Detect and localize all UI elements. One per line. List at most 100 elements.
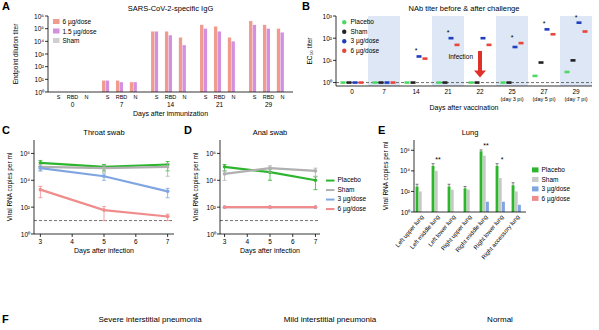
legend-swatch	[326, 199, 335, 201]
x-tick-label: Left upper lung	[394, 214, 424, 249]
x-tick	[247, 234, 248, 237]
x-tick	[167, 234, 168, 237]
point	[359, 81, 364, 84]
x-tick-label: N	[280, 94, 284, 100]
series-line	[225, 167, 316, 180]
y-tick	[411, 191, 414, 192]
bar	[249, 21, 252, 92]
panel-letter: E	[378, 124, 385, 136]
point	[223, 205, 227, 209]
y-tick	[333, 38, 336, 39]
error-bar	[223, 164, 227, 170]
error-bar	[416, 184, 419, 186]
panel-letter: F	[2, 313, 9, 325]
point	[314, 205, 318, 209]
point	[223, 165, 227, 169]
infection-arrow	[474, 51, 486, 78]
y-tick	[217, 180, 220, 181]
bar	[480, 151, 483, 212]
error-bar	[166, 188, 170, 197]
bars	[102, 21, 284, 92]
x-axis	[336, 86, 592, 87]
bar	[130, 82, 133, 92]
point	[417, 55, 422, 58]
error-bar	[432, 164, 435, 166]
point	[341, 81, 346, 84]
x-tick-label: RBD	[263, 94, 275, 100]
point	[583, 30, 588, 33]
point	[469, 81, 474, 84]
point	[577, 21, 582, 24]
legend-swatch	[53, 38, 60, 43]
y-tick	[45, 54, 48, 55]
y-tick-label: 10¹	[35, 76, 45, 83]
y-tick	[217, 153, 220, 154]
x-tick-label: 7	[166, 238, 170, 245]
point	[385, 81, 390, 84]
y-axis-label: Endpoint dilution titer	[12, 23, 20, 85]
point	[353, 81, 358, 84]
error-bar	[38, 164, 42, 170]
bar	[483, 156, 486, 212]
panel-caption: Normal	[487, 315, 513, 324]
point	[39, 188, 43, 192]
x-axis-label: Days after vaccination	[430, 104, 499, 112]
bar	[267, 29, 270, 92]
y-tick	[45, 92, 48, 93]
x-tick	[315, 234, 316, 237]
x-tick-label: 27	[540, 88, 548, 95]
point	[268, 205, 272, 209]
x-tick	[104, 234, 105, 237]
x-tick-label: 7	[314, 238, 318, 245]
bar	[179, 38, 182, 92]
x-axis	[48, 92, 293, 93]
x-tick-label: 14	[412, 88, 420, 95]
chart-title: Lung	[462, 128, 479, 137]
point	[39, 166, 43, 170]
legend-swatch	[326, 180, 335, 182]
y-tick-label: 10²	[35, 63, 45, 70]
y-tick-label: 10¹	[323, 57, 333, 64]
y-tick-label: 10⁵	[34, 25, 44, 32]
bar	[134, 82, 137, 92]
y-tick	[333, 16, 336, 17]
legend-label: 6 µg/dose	[63, 18, 92, 26]
x-tick-label: Right accessory lung	[480, 214, 520, 261]
y-axis	[220, 140, 221, 234]
x-tick	[135, 234, 136, 237]
bar	[218, 31, 221, 92]
bar	[502, 202, 505, 212]
legend-swatch	[53, 29, 60, 34]
bar	[183, 45, 186, 92]
bar	[464, 188, 467, 212]
significance: *	[543, 20, 546, 27]
legend-label: 3 µg/dose	[338, 195, 367, 203]
y-tick-label: 10²	[401, 188, 411, 195]
bar	[281, 32, 284, 92]
band	[560, 16, 592, 86]
bar	[499, 178, 502, 212]
point	[102, 166, 106, 170]
bar	[515, 191, 518, 212]
x-tick-label: N	[133, 94, 137, 100]
bar	[451, 190, 454, 212]
lines	[223, 164, 318, 208]
panel-letter: C	[2, 124, 10, 136]
y-tick	[31, 234, 34, 235]
x-axis-label: Days after immunization	[133, 110, 208, 118]
point	[314, 205, 318, 209]
y-tick-label: 10²	[21, 204, 31, 211]
x-tick-label: S	[106, 94, 110, 100]
y-tick	[45, 16, 48, 17]
bar	[486, 202, 489, 212]
bar	[496, 166, 499, 212]
point	[507, 81, 512, 84]
bar	[169, 35, 172, 92]
error-bar	[480, 150, 483, 151]
y-tick-label: 10³	[323, 13, 333, 20]
day-label: 7	[120, 101, 124, 108]
error-bar	[512, 183, 515, 185]
x-tick-label: S	[253, 94, 257, 100]
significance: *	[511, 34, 514, 41]
legend-label: Placebo	[542, 166, 566, 173]
